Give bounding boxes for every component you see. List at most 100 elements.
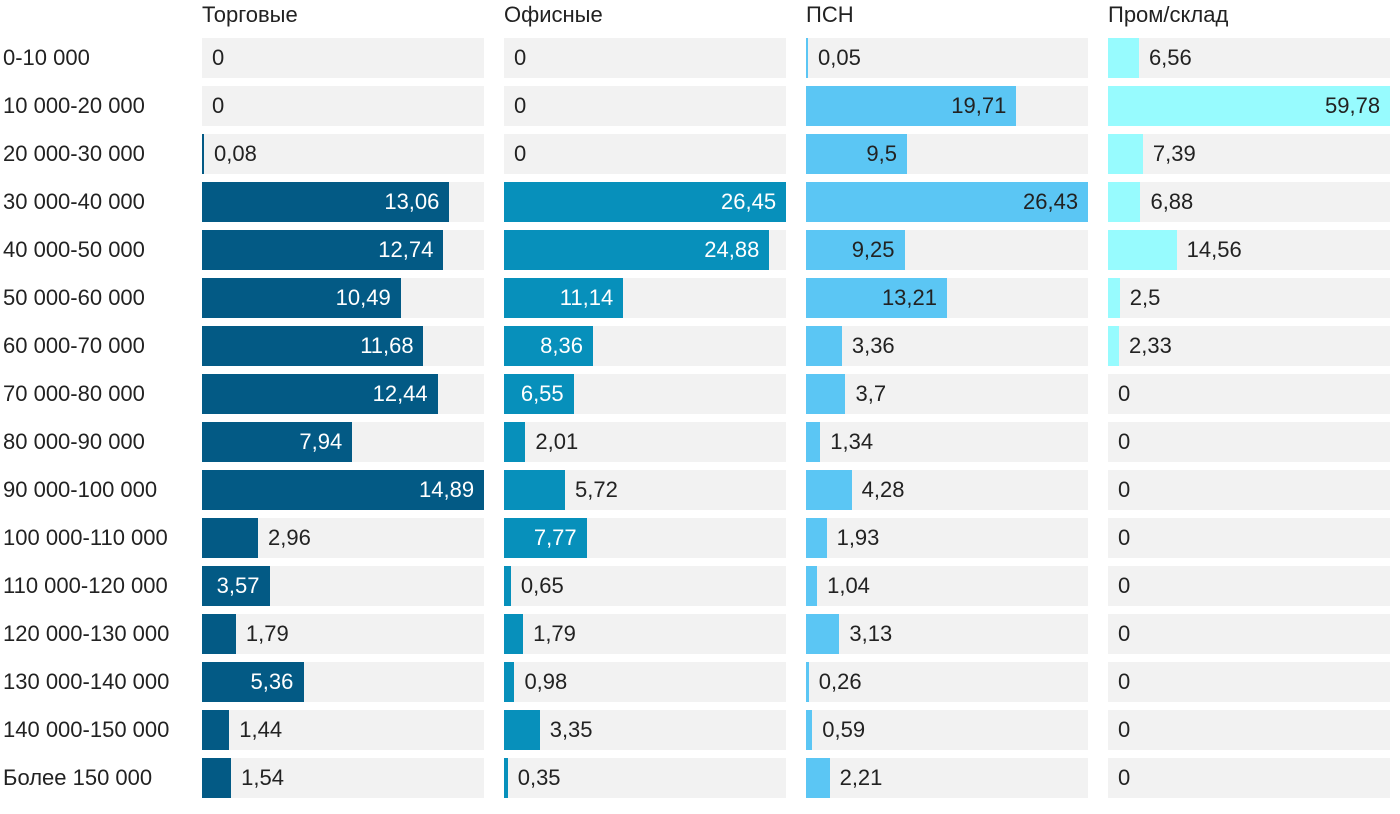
data-label: 0,59 [822, 717, 866, 742]
bar-track: 2,33 [1108, 326, 1390, 366]
data-label: 2,5 [1129, 285, 1161, 310]
data-label: 0 [212, 93, 225, 118]
data-label: 3,36 [851, 333, 895, 358]
bar-track: 0,26 [806, 662, 1088, 702]
data-label: 0,05 [818, 45, 861, 70]
bar [806, 470, 852, 510]
bar-track: 0 [504, 86, 786, 126]
bar [806, 518, 827, 558]
bar [1108, 326, 1119, 366]
bar-track: 12,74 [202, 230, 484, 270]
bar [504, 566, 511, 606]
bar [504, 470, 565, 510]
bar [504, 710, 540, 750]
data-label: 1,54 [241, 765, 284, 790]
data-label: 26,45 [721, 189, 777, 214]
bar-track: 2,5 [1108, 278, 1390, 318]
data-label: 59,78 [1325, 93, 1381, 118]
category-label: 70 000-80 000 [3, 381, 145, 406]
data-label: 2,21 [839, 765, 883, 790]
bar-track: 1,04 [806, 566, 1088, 606]
data-label: 9,25 [851, 237, 895, 262]
data-label: 3,7 [855, 381, 887, 406]
bar [806, 614, 840, 654]
bar-track: 0,98 [504, 662, 786, 702]
data-label: 1,04 [827, 573, 870, 598]
data-label: 8,36 [540, 333, 583, 358]
bar [202, 518, 259, 558]
bar-track: 11,14 [504, 278, 786, 318]
bar-track: 1,93 [806, 518, 1088, 558]
data-label: 0 [212, 45, 225, 70]
bar [806, 566, 818, 606]
data-label: 0,35 [517, 765, 561, 790]
bar-track: 13,06 [202, 182, 484, 222]
data-label: 3,57 [216, 573, 260, 598]
bar-track: 11,68 [202, 326, 484, 366]
bar [1108, 278, 1120, 318]
bar [202, 662, 304, 702]
bar [202, 374, 438, 414]
bar [806, 278, 947, 318]
bar-track: 0 [202, 86, 484, 126]
data-label: 2,33 [1128, 333, 1172, 358]
bar-track: 0 [1108, 662, 1390, 702]
bar-track: 0 [202, 38, 484, 78]
bar-track: 12,44 [202, 374, 484, 414]
data-label: 7,77 [533, 525, 577, 550]
bar-track: 0,35 [504, 758, 786, 798]
data-label: 0 [1118, 381, 1131, 406]
bar [202, 326, 424, 366]
bar [806, 326, 842, 366]
bar [806, 662, 809, 702]
data-label: 9,5 [866, 141, 897, 166]
data-label: 6,88 [1150, 189, 1194, 214]
bar-track: 19,71 [806, 86, 1088, 126]
bar-track: 0 [1108, 710, 1390, 750]
bar [1108, 86, 1390, 126]
bar-track: 0 [1108, 758, 1390, 798]
data-label: 3,35 [549, 717, 593, 742]
bar [806, 182, 1088, 222]
data-label: 2,96 [268, 525, 311, 550]
bar [1108, 182, 1141, 222]
bar [202, 278, 401, 318]
data-label: 6,56 [1148, 45, 1192, 70]
bar-track: 7,39 [1108, 134, 1390, 174]
data-label: 0,26 [818, 669, 862, 694]
data-label: 14,89 [419, 477, 475, 502]
bar [504, 422, 526, 462]
bar-track: 14,89 [202, 470, 484, 510]
bar [504, 662, 515, 702]
bar [504, 230, 770, 270]
bar-track: 1,79 [202, 614, 484, 654]
category-label: 40 000-50 000 [3, 237, 145, 262]
bar-track: 3,7 [806, 374, 1088, 414]
bar-track: 13,21 [806, 278, 1088, 318]
data-label: 12,74 [378, 237, 434, 262]
data-label: 11,14 [559, 285, 614, 310]
data-label: 0 [514, 141, 527, 166]
category-label: 10 000-20 000 [3, 93, 145, 118]
bar-track: 1,54 [202, 758, 484, 798]
bar-track: 5,72 [504, 470, 786, 510]
bar-track: 24,88 [504, 230, 786, 270]
data-label: 0 [1118, 525, 1131, 550]
data-label: 5,36 [250, 669, 294, 694]
bar-track: 59,78 [1108, 86, 1390, 126]
data-label: 10,49 [335, 285, 391, 310]
bar-track: 0,08 [202, 134, 484, 174]
bar-track: 0 [504, 38, 786, 78]
data-label: 0,98 [524, 669, 568, 694]
bar-track: 0 [1108, 614, 1390, 654]
category-label: Более 150 000 [3, 765, 153, 790]
data-label: 5,72 [574, 477, 618, 502]
data-label: 0 [1118, 669, 1131, 694]
bar-track: 10,49 [202, 278, 484, 318]
bar [202, 566, 270, 606]
bar [202, 230, 444, 270]
category-label: 20 000-30 000 [3, 141, 145, 166]
data-label: 0 [514, 45, 527, 70]
data-label: 0 [1118, 717, 1131, 742]
